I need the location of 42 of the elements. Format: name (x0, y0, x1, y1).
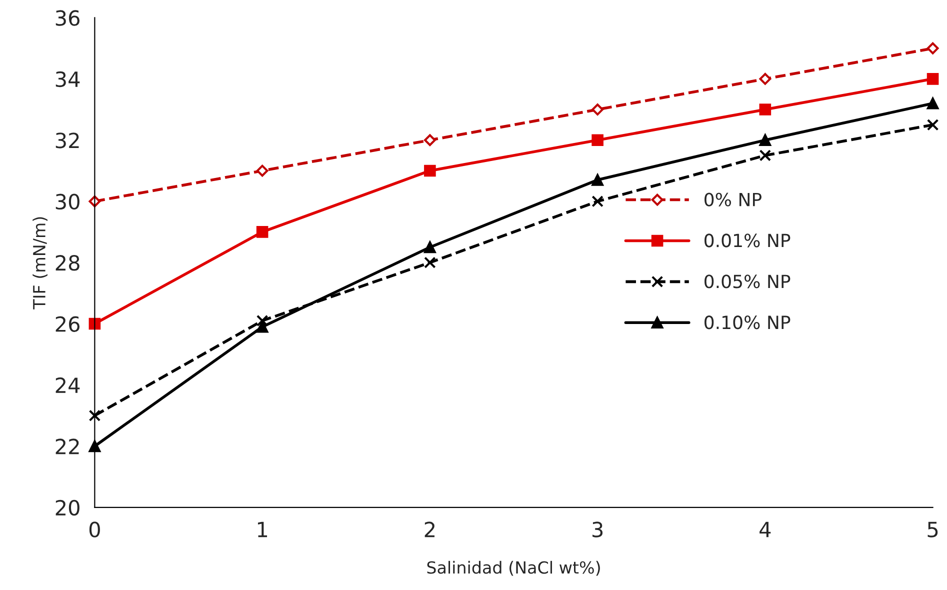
point (759, 150, 772, 162)
y-tick-label: 22 (56, 438, 79, 454)
y-tick-label: 26 (56, 316, 80, 332)
point (759, 104, 772, 116)
point (759, 72, 772, 85)
legend-label: 0% NP (704, 192, 762, 206)
point (926, 42, 939, 54)
x-tick-label: 3 (592, 522, 603, 538)
y-tick-label: 24 (56, 377, 80, 393)
x-tick-label: 4 (760, 522, 771, 538)
y-tick-label: 28 (56, 255, 80, 271)
x-tick-label: 2 (424, 522, 434, 538)
legend-label: 0.10% NP (704, 316, 790, 330)
y-tick-label: 34 (56, 71, 80, 88)
point (256, 164, 268, 177)
y-tick-label: 30 (56, 194, 80, 210)
point (256, 226, 268, 238)
point (592, 195, 604, 208)
point (88, 410, 101, 422)
point (424, 134, 436, 146)
y-tick-label: 32 (56, 132, 79, 148)
point (592, 134, 604, 146)
point (424, 164, 436, 177)
x-axis-title: Salinidad (NaCl wt%) (427, 560, 600, 576)
point (424, 241, 436, 254)
point (926, 73, 939, 85)
y-axis-title: TIF (mN/m) (32, 217, 48, 310)
legend-label: 0.05% NP (704, 274, 790, 288)
point (256, 314, 268, 327)
x-tick-label: 0 (89, 522, 100, 538)
point (256, 320, 268, 333)
y-tick-label: 20 (56, 500, 80, 516)
y-tick-label: 36 (56, 10, 80, 26)
legend-label: 0.01% NP (704, 234, 790, 248)
point (759, 134, 772, 146)
x-tick-label: 1 (258, 522, 268, 538)
point (926, 97, 939, 110)
point (926, 118, 939, 131)
point (424, 256, 436, 268)
point (592, 104, 604, 116)
point (592, 174, 604, 186)
x-tick-label: 5 (928, 522, 938, 538)
